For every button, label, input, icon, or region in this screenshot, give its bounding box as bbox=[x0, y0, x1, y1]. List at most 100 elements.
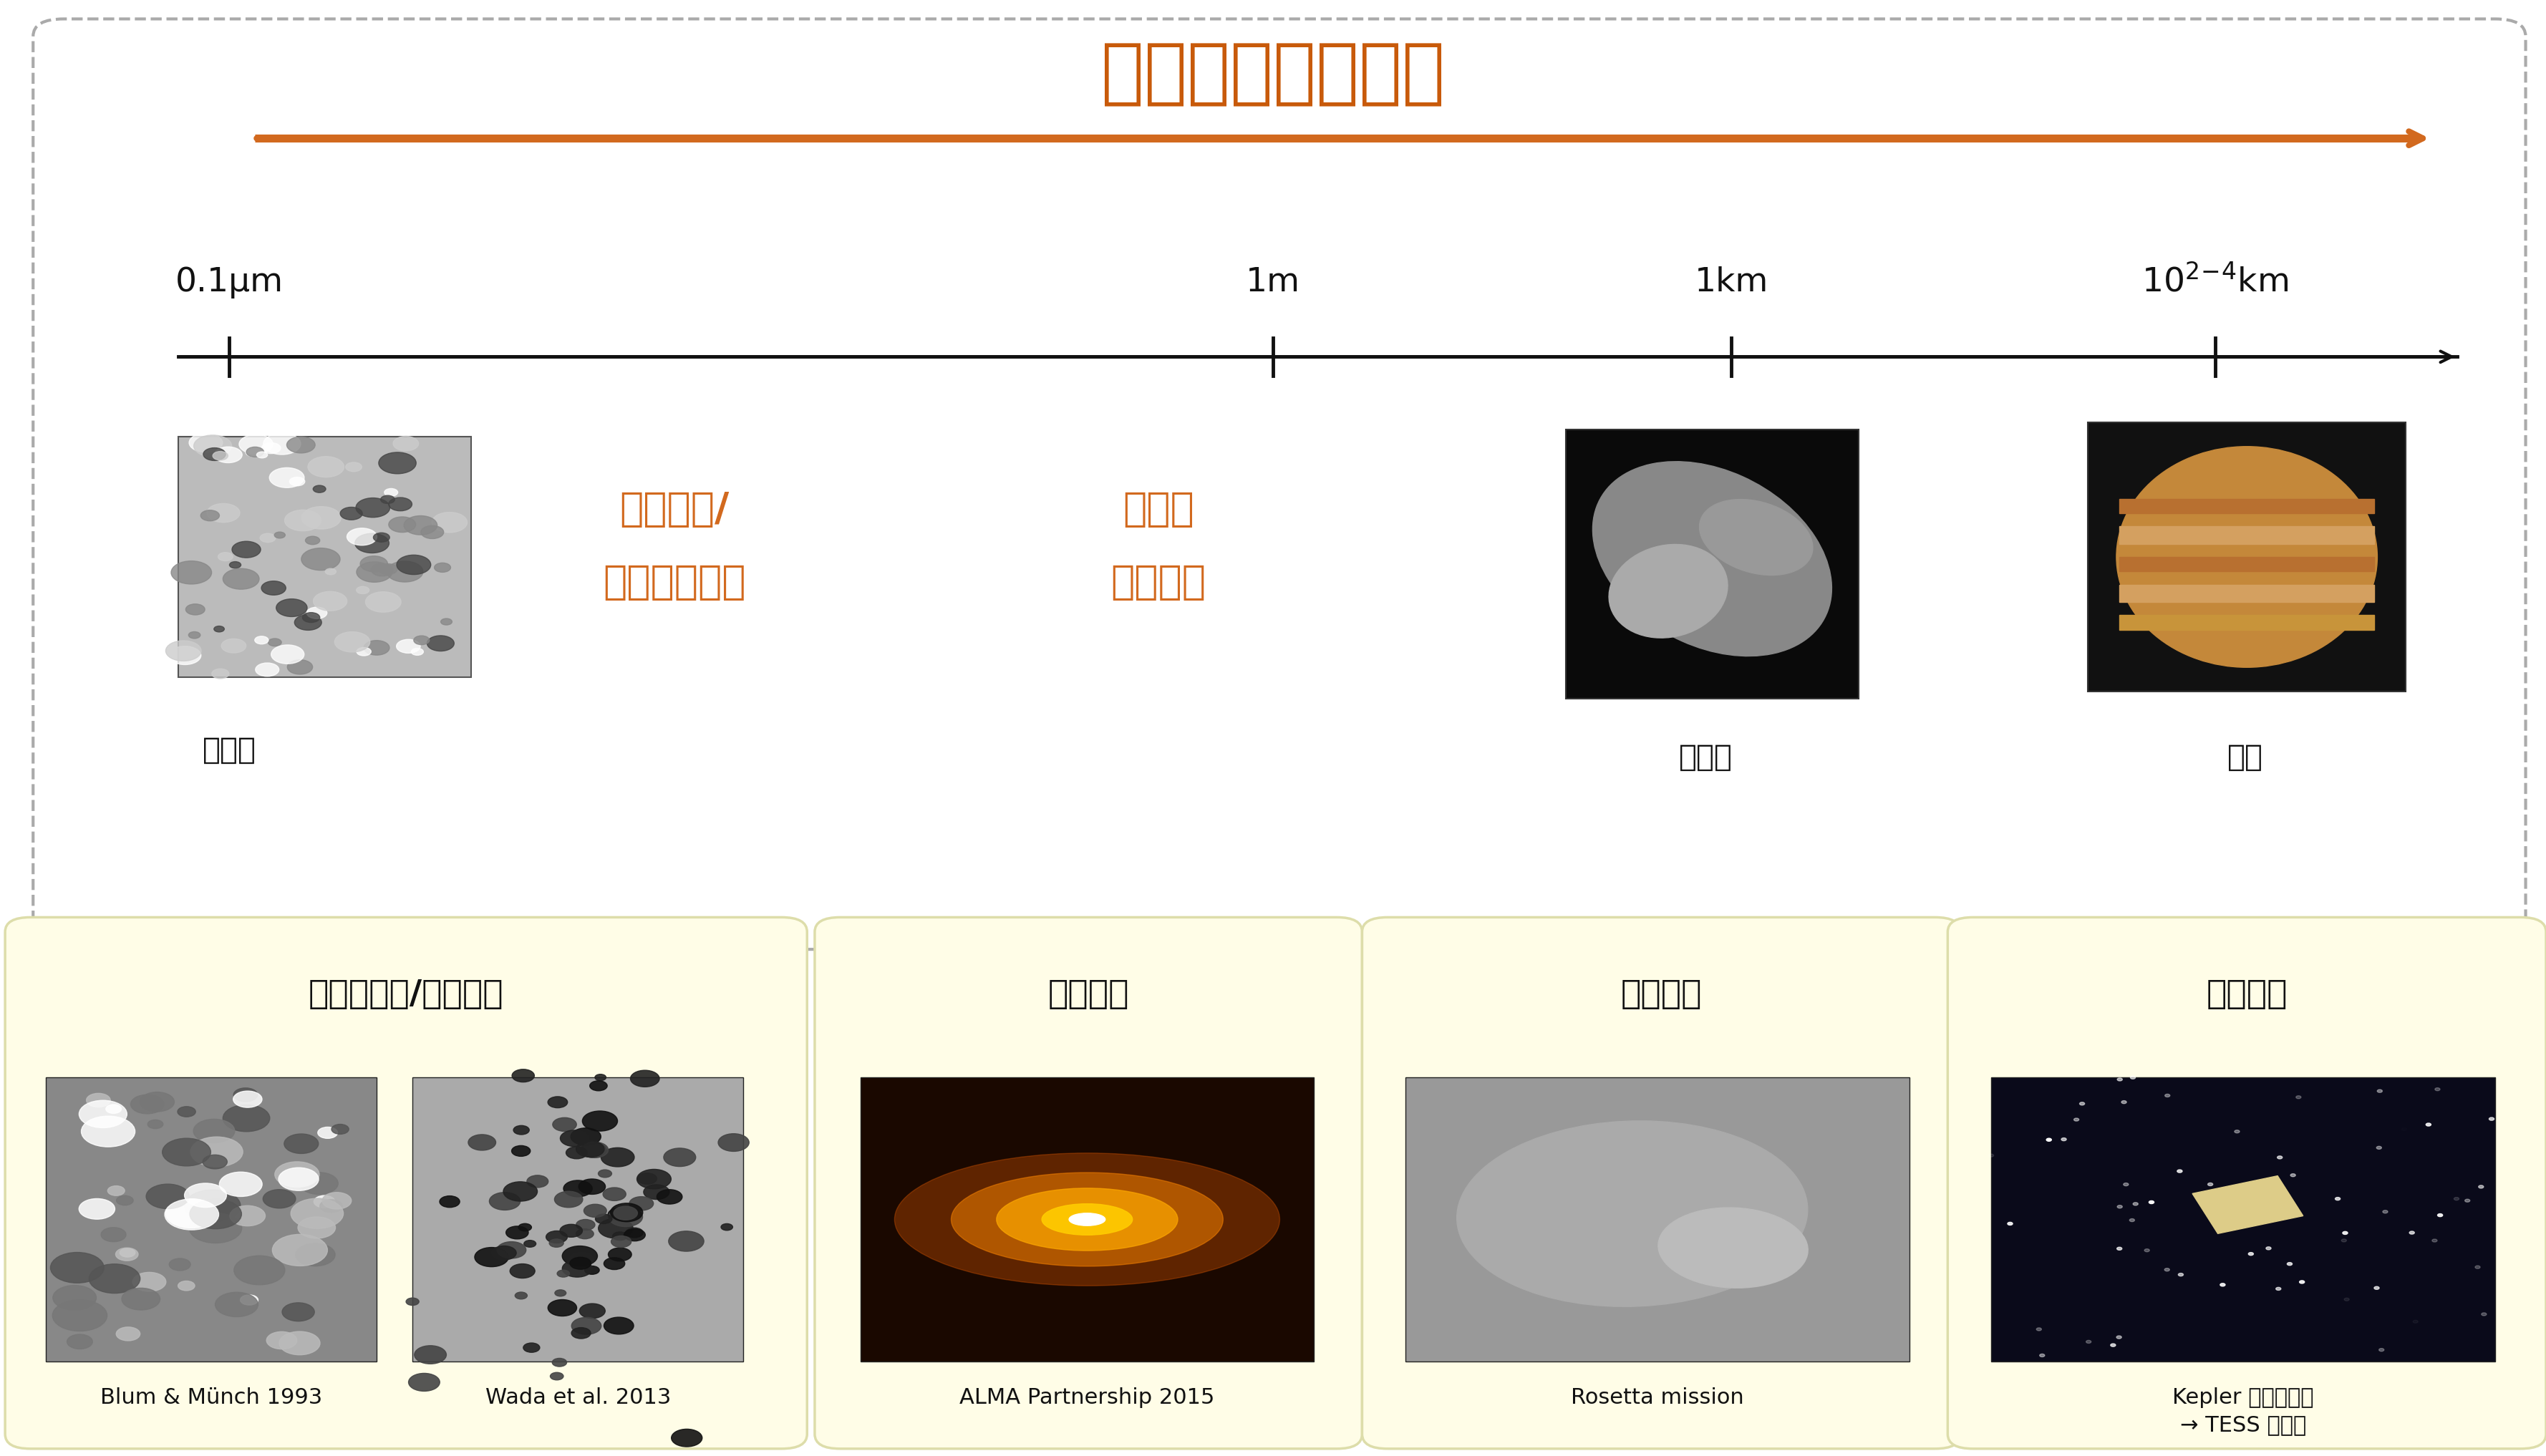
Text: 天文観測: 天文観測 bbox=[1049, 978, 1128, 1010]
FancyBboxPatch shape bbox=[33, 19, 2526, 949]
Circle shape bbox=[214, 451, 229, 460]
Circle shape bbox=[596, 1075, 606, 1080]
Circle shape bbox=[219, 1172, 262, 1197]
Circle shape bbox=[2179, 1273, 2184, 1275]
Circle shape bbox=[2266, 1246, 2271, 1249]
Circle shape bbox=[608, 1207, 642, 1226]
Circle shape bbox=[570, 1257, 591, 1270]
Circle shape bbox=[405, 1297, 420, 1306]
Circle shape bbox=[283, 1303, 316, 1321]
Bar bbox=[412, 1077, 743, 1361]
Circle shape bbox=[89, 1264, 140, 1293]
Circle shape bbox=[79, 1198, 115, 1219]
Text: 微惑星: 微惑星 bbox=[1678, 743, 1734, 772]
Circle shape bbox=[107, 1185, 125, 1195]
Circle shape bbox=[288, 660, 313, 674]
Circle shape bbox=[2276, 1156, 2281, 1159]
Circle shape bbox=[334, 632, 369, 652]
Bar bbox=[2192, 1176, 2304, 1233]
Circle shape bbox=[550, 1239, 563, 1248]
Circle shape bbox=[2454, 1197, 2459, 1200]
Bar bbox=[178, 437, 471, 677]
Circle shape bbox=[631, 1070, 659, 1086]
Text: 太陽系内: 太陽系内 bbox=[1622, 978, 1701, 1010]
Circle shape bbox=[504, 1182, 537, 1201]
Circle shape bbox=[278, 1168, 318, 1191]
Circle shape bbox=[2164, 1093, 2169, 1096]
Circle shape bbox=[2475, 1265, 2480, 1268]
Circle shape bbox=[280, 1331, 321, 1356]
Circle shape bbox=[354, 533, 390, 553]
Text: 中心星: 中心星 bbox=[1123, 491, 1194, 529]
Circle shape bbox=[384, 489, 397, 496]
Circle shape bbox=[580, 1303, 606, 1318]
Circle shape bbox=[222, 639, 247, 652]
Circle shape bbox=[2047, 1139, 2052, 1142]
Circle shape bbox=[308, 457, 344, 478]
Circle shape bbox=[2276, 1287, 2281, 1290]
Circle shape bbox=[2490, 1117, 2495, 1120]
Circle shape bbox=[321, 1200, 344, 1213]
Circle shape bbox=[300, 1172, 339, 1194]
Circle shape bbox=[285, 1134, 318, 1153]
Circle shape bbox=[379, 495, 395, 504]
Circle shape bbox=[267, 1332, 298, 1350]
Polygon shape bbox=[1586, 926, 1739, 932]
Bar bbox=[2118, 526, 2373, 543]
Circle shape bbox=[262, 1190, 295, 1208]
Text: 1m: 1m bbox=[1245, 266, 1301, 298]
Circle shape bbox=[2164, 1268, 2169, 1271]
Circle shape bbox=[397, 639, 420, 654]
Circle shape bbox=[313, 485, 326, 492]
Circle shape bbox=[390, 498, 412, 511]
Circle shape bbox=[2118, 1206, 2123, 1208]
Circle shape bbox=[468, 1134, 496, 1150]
Circle shape bbox=[374, 533, 390, 542]
Circle shape bbox=[670, 1232, 703, 1251]
Circle shape bbox=[509, 1264, 535, 1278]
Circle shape bbox=[433, 513, 468, 533]
Text: Rosetta mission: Rosetta mission bbox=[1571, 1388, 1744, 1408]
Circle shape bbox=[206, 504, 239, 523]
Circle shape bbox=[224, 1105, 270, 1131]
Circle shape bbox=[102, 1227, 127, 1242]
Circle shape bbox=[290, 478, 306, 486]
Ellipse shape bbox=[995, 1188, 1179, 1251]
Circle shape bbox=[570, 1252, 593, 1265]
Circle shape bbox=[2477, 1185, 2482, 1188]
Circle shape bbox=[2111, 1344, 2116, 1347]
Circle shape bbox=[204, 448, 227, 460]
Circle shape bbox=[367, 591, 402, 612]
Circle shape bbox=[2335, 1197, 2340, 1200]
Circle shape bbox=[428, 636, 453, 651]
Circle shape bbox=[575, 1229, 593, 1239]
Circle shape bbox=[560, 1224, 583, 1238]
Circle shape bbox=[2131, 1076, 2136, 1079]
Circle shape bbox=[2378, 1089, 2383, 1092]
Circle shape bbox=[165, 641, 201, 661]
Circle shape bbox=[2116, 1335, 2121, 1338]
Circle shape bbox=[636, 1174, 657, 1184]
Circle shape bbox=[580, 1143, 606, 1158]
Circle shape bbox=[2299, 1280, 2304, 1283]
Text: 衝突破壊/: 衝突破壊/ bbox=[619, 491, 731, 529]
Circle shape bbox=[665, 1149, 695, 1166]
Circle shape bbox=[267, 639, 283, 646]
Circle shape bbox=[313, 591, 346, 612]
Ellipse shape bbox=[894, 1153, 1281, 1286]
Circle shape bbox=[440, 1195, 461, 1207]
Circle shape bbox=[364, 641, 390, 655]
Circle shape bbox=[575, 1220, 596, 1230]
Circle shape bbox=[290, 1198, 344, 1229]
Circle shape bbox=[359, 556, 387, 572]
Circle shape bbox=[563, 1259, 593, 1277]
Circle shape bbox=[53, 1286, 97, 1310]
Bar bbox=[861, 1077, 1314, 1361]
Circle shape bbox=[262, 443, 280, 454]
FancyBboxPatch shape bbox=[815, 917, 1362, 1449]
Circle shape bbox=[229, 1206, 265, 1226]
Circle shape bbox=[2118, 1077, 2123, 1080]
Circle shape bbox=[2149, 1201, 2154, 1204]
Circle shape bbox=[657, 1190, 682, 1204]
Circle shape bbox=[2121, 1101, 2126, 1104]
